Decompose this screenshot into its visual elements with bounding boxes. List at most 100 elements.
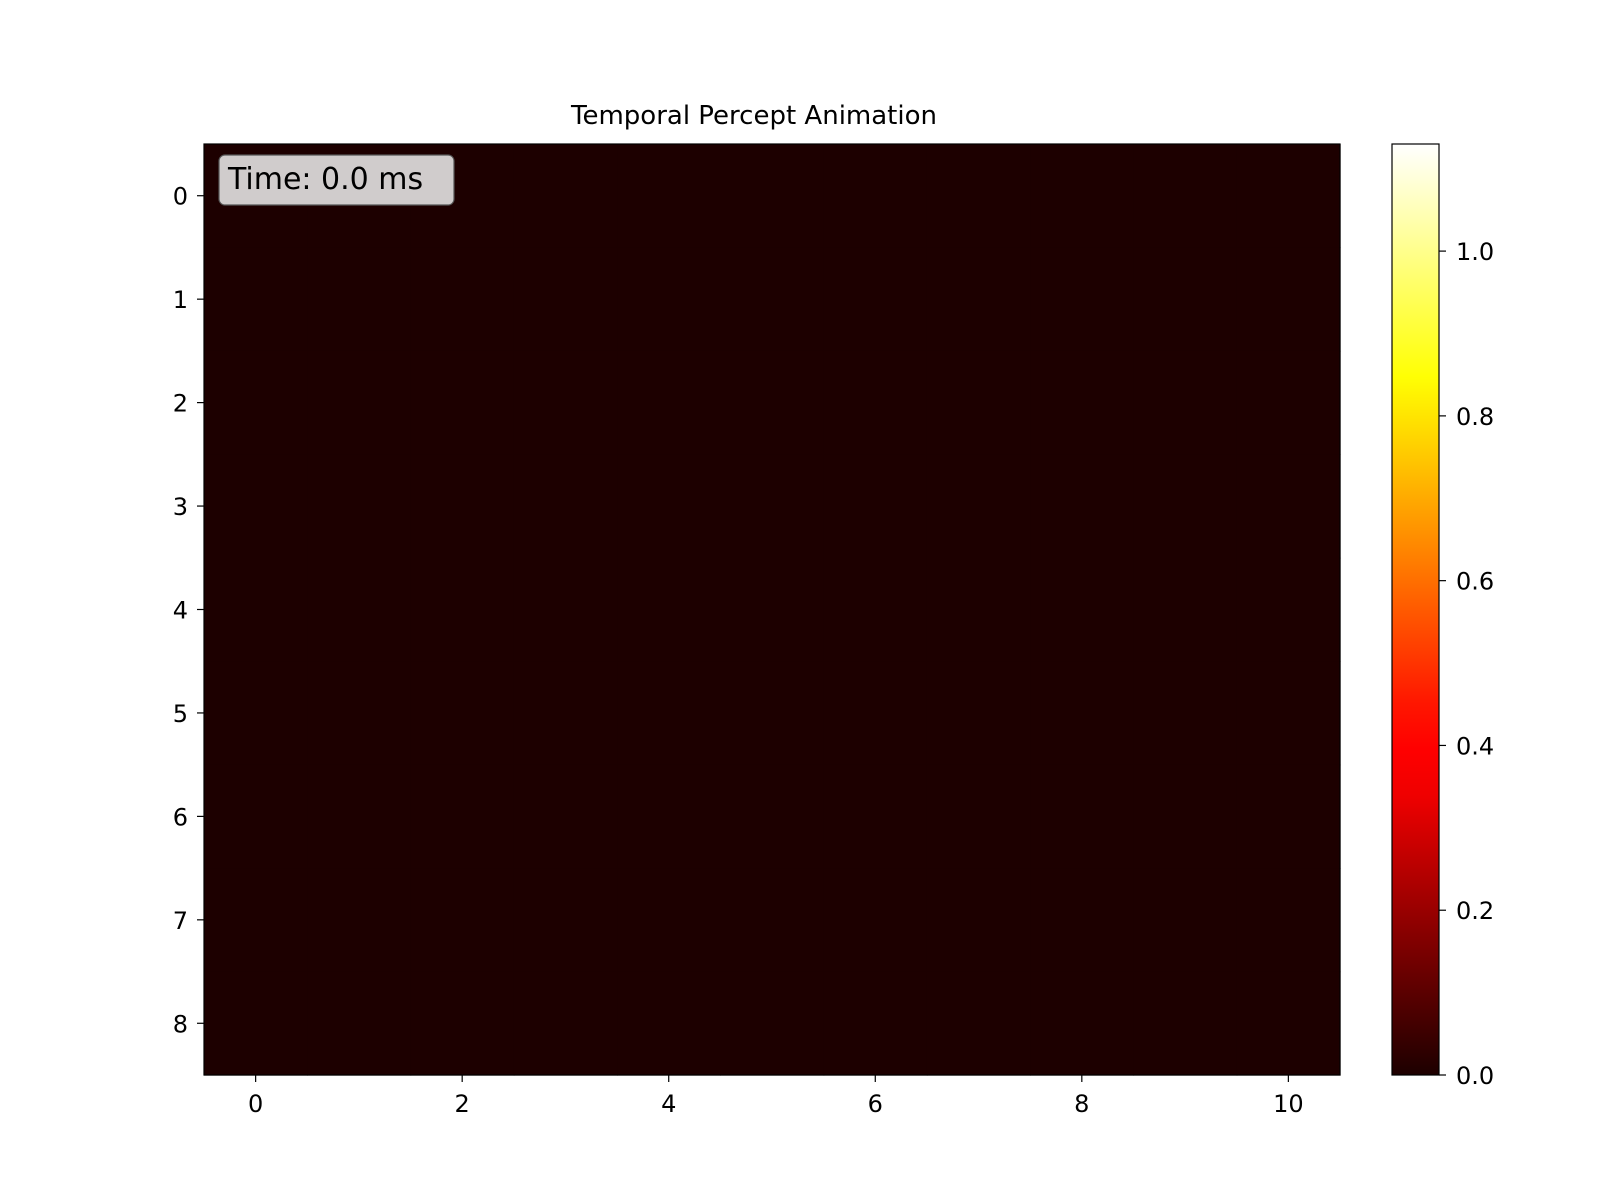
y-tick-label: 8 bbox=[173, 1010, 188, 1038]
heatmap-cell bbox=[307, 764, 412, 869]
colorbar-tick-label: 0.8 bbox=[1456, 403, 1494, 431]
heatmap-cell bbox=[823, 868, 928, 973]
heatmap-cell bbox=[410, 868, 515, 973]
heatmap-cell bbox=[1236, 557, 1341, 662]
heatmap-cell bbox=[204, 661, 308, 766]
heatmap-cell bbox=[617, 764, 721, 869]
heatmap-cell bbox=[1236, 247, 1341, 352]
heatmap-cell bbox=[617, 557, 721, 662]
time-annotation-text: Time: 0.0 ms bbox=[227, 162, 423, 197]
heatmap-cell bbox=[410, 350, 515, 455]
heatmap-cell bbox=[617, 971, 721, 1076]
heatmap-cell bbox=[204, 764, 308, 869]
colorbar-ticks: 0.0 0.2 0.4 0.6 0.8 1.0 bbox=[1439, 238, 1494, 1090]
y-tick-label: 1 bbox=[173, 286, 188, 314]
heatmap-cell bbox=[1133, 247, 1238, 352]
heatmap-cell bbox=[617, 661, 721, 766]
heatmap-cell bbox=[720, 764, 825, 869]
heatmap-cell bbox=[1030, 247, 1135, 352]
heatmap-cell bbox=[513, 454, 618, 559]
heatmap-cell bbox=[1030, 764, 1135, 869]
heatmap-cell bbox=[926, 971, 1031, 1076]
heatmap-cell bbox=[1030, 661, 1135, 766]
y-tick-label: 5 bbox=[173, 700, 188, 728]
heatmap-cell bbox=[926, 557, 1031, 662]
x-tick-label: 0 bbox=[248, 1090, 263, 1118]
heatmap-cell bbox=[410, 454, 515, 559]
heatmap-cell bbox=[926, 764, 1031, 869]
heatmap-cell bbox=[720, 971, 825, 1076]
heatmap-cell bbox=[513, 350, 618, 455]
heatmap-cell bbox=[1133, 868, 1238, 973]
heatmap-cell bbox=[617, 144, 721, 249]
heatmap-cell bbox=[823, 454, 928, 559]
heatmap-cell bbox=[1236, 454, 1341, 559]
heatmap-cell bbox=[307, 971, 412, 1076]
heatmap-cells bbox=[204, 144, 1341, 1076]
x-tick-label: 2 bbox=[455, 1090, 470, 1118]
heatmap-cell bbox=[204, 247, 308, 352]
heatmap-cell bbox=[823, 350, 928, 455]
heatmap-cell bbox=[1030, 454, 1135, 559]
heatmap-cell bbox=[513, 557, 618, 662]
heatmap-cell bbox=[1030, 868, 1135, 973]
heatmap-cell bbox=[1030, 144, 1135, 249]
heatmap-cell bbox=[1133, 764, 1238, 869]
heatmap-cell bbox=[410, 971, 515, 1076]
heatmap-cell bbox=[410, 557, 515, 662]
y-tick-label: 7 bbox=[173, 907, 188, 935]
heatmap-cell bbox=[720, 350, 825, 455]
heatmap-cell bbox=[617, 247, 721, 352]
y-tick-label: 3 bbox=[173, 493, 188, 521]
heatmap-cell bbox=[513, 868, 618, 973]
heatmap-cell bbox=[410, 247, 515, 352]
y-tick-label: 2 bbox=[173, 390, 188, 418]
heatmap-cell bbox=[410, 661, 515, 766]
heatmap-cell bbox=[1133, 557, 1238, 662]
heatmap-cell bbox=[1133, 454, 1238, 559]
heatmap-cell bbox=[513, 971, 618, 1076]
heatmap-cell bbox=[1133, 661, 1238, 766]
heatmap-cell bbox=[1030, 557, 1135, 662]
heatmap-cell bbox=[823, 661, 928, 766]
heatmap-cell bbox=[823, 557, 928, 662]
heatmap-cell bbox=[1133, 144, 1238, 249]
colorbar-tick-label: 0.4 bbox=[1456, 732, 1494, 760]
colorbar-gradient bbox=[1391, 143, 1440, 1076]
heatmap-cell bbox=[926, 454, 1031, 559]
time-annotation: Time: 0.0 ms bbox=[218, 154, 455, 206]
heatmap-cell bbox=[307, 557, 412, 662]
heatmap-cell bbox=[1030, 350, 1135, 455]
heatmap-cell bbox=[926, 247, 1031, 352]
heatmap-cell bbox=[513, 247, 618, 352]
heatmap-cell bbox=[513, 144, 618, 249]
heatmap-cell bbox=[926, 661, 1031, 766]
heatmap-cell bbox=[617, 350, 721, 455]
heatmap-cell bbox=[823, 764, 928, 869]
heatmap-cell bbox=[307, 350, 412, 455]
colorbar-tick-label: 1.0 bbox=[1456, 238, 1494, 266]
heatmap-cell bbox=[204, 557, 308, 662]
heatmap-cell bbox=[1133, 971, 1238, 1076]
colorbar: 0.0 0.2 0.4 0.6 0.8 1.0 bbox=[1391, 143, 1494, 1090]
heatmap-cell bbox=[1133, 350, 1238, 455]
heatmap-cell bbox=[617, 454, 721, 559]
heatmap-cell bbox=[204, 454, 308, 559]
heatmap-cell bbox=[307, 247, 412, 352]
heatmap-cell bbox=[204, 868, 308, 973]
x-tick-label: 6 bbox=[868, 1090, 883, 1118]
time-annotation-box bbox=[218, 154, 455, 206]
x-tick-label: 10 bbox=[1273, 1090, 1304, 1118]
heatmap-cell bbox=[1236, 144, 1341, 249]
heatmap-cell bbox=[307, 661, 412, 766]
heatmap-cell bbox=[823, 144, 928, 249]
heatmap-cell bbox=[926, 350, 1031, 455]
x-tick-label: 4 bbox=[661, 1090, 676, 1118]
heatmap-cell bbox=[513, 661, 618, 766]
colorbar-tick-label: 0.6 bbox=[1456, 568, 1494, 596]
heatmap-cell bbox=[1236, 350, 1341, 455]
heatmap-cell bbox=[204, 350, 308, 455]
heatmap-cell bbox=[617, 868, 721, 973]
heatmap-cell bbox=[720, 247, 825, 352]
